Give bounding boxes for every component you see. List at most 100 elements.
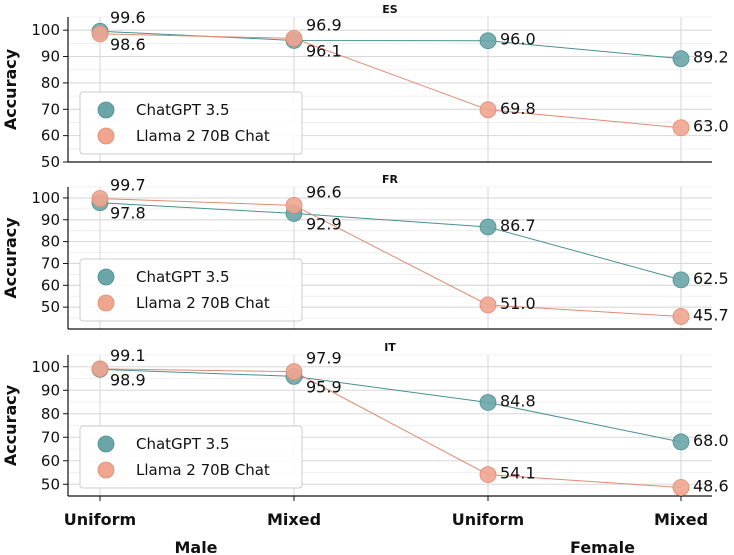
data-label: 98.9 — [110, 370, 146, 389]
y-tick-label: 90 — [41, 381, 60, 399]
data-point-chatgpt — [672, 433, 690, 451]
legend-box — [79, 258, 303, 322]
legend-marker-llama — [97, 294, 115, 312]
y-tick-label: 50 — [41, 475, 60, 493]
x-group-label: Male — [174, 538, 217, 555]
y-tick-label: 100 — [31, 189, 60, 207]
x-category-label: Uniform — [64, 510, 136, 529]
data-point-llama — [479, 296, 497, 314]
data-label: 95.9 — [306, 377, 342, 396]
legend-box — [79, 91, 303, 155]
y-tick-label: 60 — [41, 452, 60, 470]
data-point-llama — [285, 29, 303, 47]
x-group-label: Female — [570, 538, 635, 555]
data-label: 99.1 — [110, 346, 146, 365]
data-label: 99.7 — [110, 176, 146, 195]
legend-marker-llama — [97, 461, 115, 479]
y-tick-label: 60 — [41, 276, 60, 294]
data-label: 48.6 — [693, 477, 729, 496]
y-tick-label: 70 — [41, 254, 60, 272]
panel-it: 50 60 70 80 90 100 IT Accuracy 98.9 95.9 84.8 68.0 9… — [1, 341, 729, 497]
data-label: 96.9 — [306, 15, 342, 34]
y-tick-label: 60 — [41, 127, 60, 145]
panel-es: 50 60 70 80 90 100 ES Accuracy 99.6 96.1 96.0 89.2 9… — [1, 3, 729, 171]
y-tick-label: 100 — [31, 21, 60, 39]
panel-title: ES — [382, 3, 398, 16]
data-label: 68.0 — [693, 431, 729, 450]
legend-marker-chatgpt — [97, 268, 115, 286]
data-point-llama — [285, 196, 303, 214]
data-point-chatgpt — [479, 394, 497, 411]
y-tick-label: 50 — [41, 153, 60, 171]
data-label: 54.1 — [500, 464, 536, 483]
data-point-llama — [91, 360, 109, 378]
y-tick-label: 80 — [41, 233, 60, 251]
legend-marker-chatgpt — [97, 435, 115, 453]
data-label: 69.8 — [500, 99, 536, 118]
legend-marker-chatgpt — [97, 101, 115, 119]
data-label: 96.1 — [306, 41, 342, 60]
y-tick-label: 70 — [41, 428, 60, 446]
legend: ChatGPT 3.5 Llama 2 70B Chat — [79, 91, 303, 155]
series-line-chatgpt — [99, 30, 682, 60]
panel-fr: 50 60 70 80 90 100 FR Accuracy 97.8 92.9 86.7 62.5 9… — [1, 173, 729, 330]
data-label: 97.9 — [306, 349, 342, 368]
series-line-chatgpt — [99, 368, 682, 443]
x-category-label: Mixed — [267, 510, 321, 529]
data-point-llama — [672, 479, 690, 496]
data-label: 99.6 — [110, 8, 146, 27]
data-label: 98.6 — [110, 35, 146, 54]
y-tick-label: 80 — [41, 74, 60, 92]
legend-box — [79, 425, 303, 489]
legend-label: ChatGPT 3.5 — [136, 101, 230, 119]
legend-label: ChatGPT 3.5 — [136, 268, 230, 286]
data-label: 96.6 — [306, 182, 342, 201]
data-point-llama — [672, 308, 690, 325]
data-label: 62.5 — [693, 269, 729, 288]
data-point-chatgpt — [672, 50, 690, 68]
x-category-label: Mixed — [654, 510, 708, 529]
series-line-chatgpt — [99, 202, 682, 281]
legend: ChatGPT 3.5 Llama 2 70B Chat — [79, 258, 303, 322]
legend-label: Llama 2 70B Chat — [136, 294, 270, 312]
series-line-llama — [99, 33, 682, 129]
legend-label: ChatGPT 3.5 — [136, 435, 230, 453]
legend-label: Llama 2 70B Chat — [136, 461, 270, 479]
data-point-llama — [479, 101, 497, 119]
data-label: 51.0 — [500, 294, 536, 313]
y-axis-title: Accuracy — [1, 384, 20, 466]
legend: ChatGPT 3.5 Llama 2 70B Chat — [79, 425, 303, 489]
y-tick-label: 100 — [31, 358, 60, 376]
data-point-llama — [285, 363, 303, 381]
data-label: 96.0 — [500, 30, 536, 49]
data-point-chatgpt — [479, 32, 497, 50]
y-axis-title: Accuracy — [1, 217, 20, 299]
data-label: 89.2 — [693, 48, 729, 67]
data-label: 86.7 — [500, 216, 536, 235]
y-tick-label: 70 — [41, 100, 60, 118]
panel-title: FR — [382, 173, 399, 186]
legend-label: Llama 2 70B Chat — [136, 127, 270, 145]
data-point-chatgpt — [479, 218, 497, 236]
data-point-llama — [479, 466, 497, 484]
data-point-chatgpt — [672, 271, 690, 289]
y-tick-label: 80 — [41, 405, 60, 423]
data-point-llama — [91, 190, 109, 207]
legend-marker-llama — [97, 127, 115, 145]
x-category-label: Uniform — [452, 510, 524, 529]
data-label: 45.7 — [693, 306, 729, 325]
y-tick-label: 50 — [41, 298, 60, 316]
series-line-llama — [99, 198, 682, 318]
panel-title: IT — [384, 341, 396, 354]
data-label: 84.8 — [500, 391, 536, 410]
y-tick-label: 90 — [41, 211, 60, 229]
series-line-llama — [99, 368, 682, 489]
data-label: 97.8 — [110, 204, 146, 223]
y-axis-title: Accuracy — [1, 48, 20, 130]
data-label: 92.9 — [306, 214, 342, 233]
y-tick-label: 90 — [41, 48, 60, 66]
data-point-llama — [91, 25, 109, 43]
data-point-llama — [672, 119, 690, 137]
data-label: 63.0 — [693, 117, 729, 136]
